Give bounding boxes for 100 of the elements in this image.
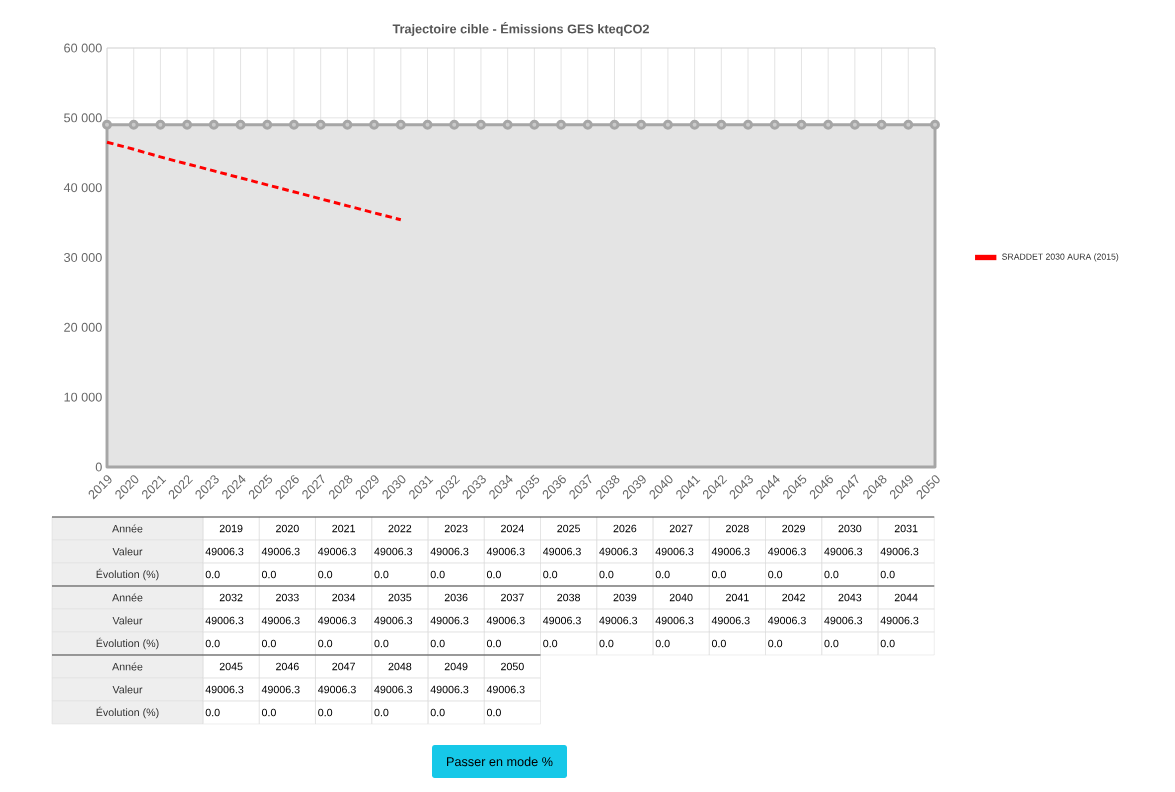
text: 49006.3	[599, 616, 638, 625]
text: 0.0	[599, 639, 614, 648]
text: 0.0	[768, 570, 783, 579]
category-label: 2033	[276, 593, 299, 602]
text: 0.0	[430, 708, 445, 717]
text: 49006.3	[261, 547, 300, 556]
text: Année	[112, 524, 143, 533]
text: 0.0	[430, 639, 445, 648]
text: 0.0	[318, 708, 333, 717]
category-label: 2047	[332, 662, 355, 671]
text: 0.0	[824, 639, 839, 648]
text: 49006.3	[374, 685, 413, 694]
text: 49006.3	[261, 685, 300, 694]
category-label: 2036	[444, 593, 468, 602]
category-label: 2043	[838, 593, 862, 602]
text: 0.0	[543, 639, 558, 648]
text: 0.0	[205, 708, 220, 717]
text: 49006.3	[205, 616, 244, 625]
text: 49006.3	[543, 547, 581, 556]
category-label: 2029	[782, 524, 805, 533]
text: 0.0	[768, 639, 783, 648]
text: 0.0	[205, 570, 220, 579]
text: Évolution (%)	[96, 637, 159, 650]
category-label: 2037	[501, 593, 524, 602]
chart-title: Trajectoire cible - Émissions GES kteqCO2	[392, 22, 649, 36]
text: Valeur	[112, 547, 143, 556]
text: 0.0	[655, 639, 670, 648]
text: 0.0	[655, 570, 670, 579]
category-label: 2048	[388, 662, 412, 671]
text: 49006.3	[486, 685, 525, 694]
text: 49006.3	[486, 547, 525, 556]
text: 49006.3	[768, 616, 806, 625]
category-label: 2031	[894, 524, 918, 533]
text: 49006.3	[768, 547, 806, 556]
category-label: 2024	[501, 524, 524, 533]
text: 0.0	[486, 570, 501, 579]
text: 49006.3	[543, 616, 581, 625]
text: 49006.3	[374, 547, 413, 556]
category-label: 2042	[782, 593, 805, 602]
text: 0.0	[824, 570, 839, 579]
category-label: 2021	[332, 524, 355, 533]
category-label: 2027	[669, 524, 693, 533]
y-tick-label: 10 000	[64, 392, 102, 402]
y-tick-label: 20 000	[64, 322, 102, 332]
category-label: 2030	[838, 524, 862, 533]
text: 49006.3	[486, 616, 525, 625]
text: Évolution (%)	[96, 706, 159, 719]
text: 49006.3	[318, 547, 356, 556]
y-tick-label: 50 000	[64, 113, 102, 123]
text: 49006.3	[318, 685, 356, 694]
text: 49006.3	[824, 616, 863, 625]
category-label: 2038	[557, 593, 581, 602]
text: 0.0	[880, 639, 895, 648]
category-label: 2032	[219, 593, 243, 602]
text: 49006.3	[880, 547, 919, 556]
category-label: 2034	[332, 593, 356, 602]
text: 49006.3	[318, 616, 356, 625]
text: 0.0	[318, 639, 333, 648]
category-label: 2025	[557, 524, 581, 533]
category-label: 2035	[388, 593, 412, 602]
text: 0.0	[374, 708, 389, 717]
category-label: 2023	[444, 524, 468, 533]
text: 0.0	[880, 570, 895, 579]
text: 0.0	[486, 639, 501, 648]
y-tick-label: 30 000	[64, 253, 102, 262]
text: Année	[112, 662, 143, 671]
text: 0.0	[486, 708, 501, 717]
text: 49006.3	[599, 547, 638, 556]
text: Année	[112, 593, 143, 602]
text: 49006.3	[711, 547, 750, 556]
text: 49006.3	[205, 685, 244, 694]
text: 0.0	[261, 570, 276, 579]
category-label: 2049	[444, 662, 468, 671]
text: Passer en mode %	[447, 756, 553, 767]
category-label: 2046	[276, 662, 299, 671]
text: 49006.3	[824, 547, 863, 556]
text: Valeur	[112, 685, 143, 694]
y-tick-label: 60 000	[64, 43, 102, 53]
text: 49006.3	[655, 547, 694, 556]
category-label: 2045	[219, 662, 243, 671]
text: 49006.3	[655, 616, 694, 625]
text: 0.0	[543, 570, 558, 579]
text: Valeur	[112, 616, 143, 625]
category-label: 2028	[726, 524, 749, 533]
text: 49006.3	[374, 616, 413, 625]
category-label: 2044	[894, 593, 918, 602]
text: 0.0	[374, 639, 389, 648]
text: 0.0	[599, 570, 614, 579]
text: 49006.3	[205, 547, 244, 556]
category-label: 2039	[613, 593, 637, 602]
text: 49006.3	[711, 616, 750, 625]
text: 0.0	[318, 570, 333, 579]
y-tick-label: 40 000	[63, 183, 102, 193]
legend-label: SRADDET 2030 AURA (2015)	[1002, 253, 1119, 262]
category-label: 2022	[388, 524, 412, 533]
y-tick-label: 0	[95, 462, 102, 472]
text: 0.0	[205, 639, 220, 648]
text: 0.0	[430, 570, 445, 579]
text: 0.0	[374, 570, 389, 579]
text: 49006.3	[430, 685, 469, 694]
